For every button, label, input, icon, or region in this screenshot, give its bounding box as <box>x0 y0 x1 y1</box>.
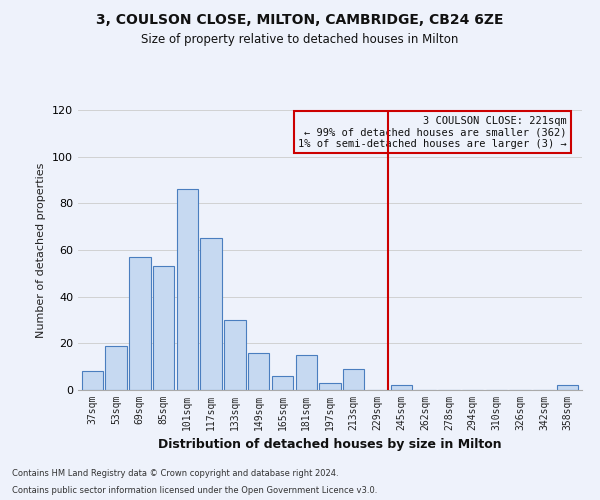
Bar <box>296 355 317 390</box>
Bar <box>272 376 293 390</box>
Bar <box>106 346 127 390</box>
Text: Contains HM Land Registry data © Crown copyright and database right 2024.: Contains HM Land Registry data © Crown c… <box>12 468 338 477</box>
Bar <box>557 386 578 390</box>
Text: Size of property relative to detached houses in Milton: Size of property relative to detached ho… <box>142 32 458 46</box>
Bar <box>153 266 174 390</box>
Bar <box>248 352 269 390</box>
Bar <box>391 386 412 390</box>
Bar <box>200 238 222 390</box>
Bar <box>343 369 364 390</box>
Bar <box>176 190 198 390</box>
Bar <box>129 257 151 390</box>
Text: Contains public sector information licensed under the Open Government Licence v3: Contains public sector information licen… <box>12 486 377 495</box>
Bar <box>319 383 341 390</box>
X-axis label: Distribution of detached houses by size in Milton: Distribution of detached houses by size … <box>158 438 502 452</box>
Text: 3, COULSON CLOSE, MILTON, CAMBRIDGE, CB24 6ZE: 3, COULSON CLOSE, MILTON, CAMBRIDGE, CB2… <box>96 12 504 26</box>
Y-axis label: Number of detached properties: Number of detached properties <box>37 162 46 338</box>
Bar <box>224 320 245 390</box>
Text: 3 COULSON CLOSE: 221sqm
← 99% of detached houses are smaller (362)
1% of semi-de: 3 COULSON CLOSE: 221sqm ← 99% of detache… <box>298 116 567 149</box>
Bar <box>82 372 103 390</box>
